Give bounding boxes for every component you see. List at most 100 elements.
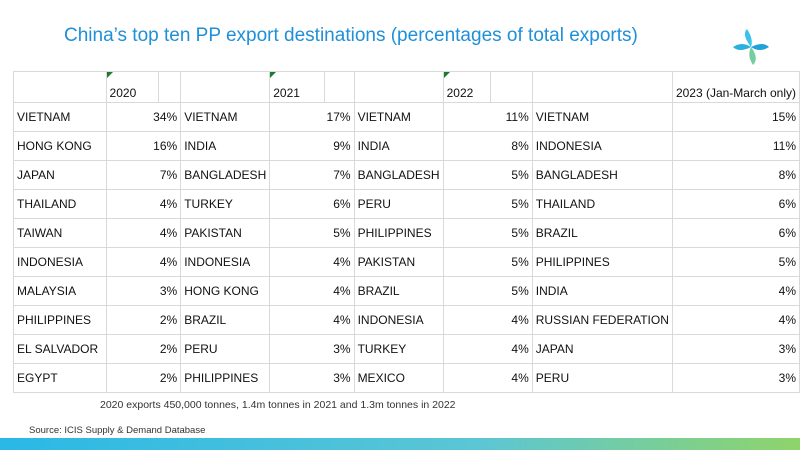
table-row: INDONESIA 4% INDONESIA 4% PAKISTAN 5% PHILIPPI…: [13, 247, 800, 277]
country-cell: MEXICO: [353, 363, 444, 393]
country-cell: VIETNAM: [13, 102, 107, 132]
percentage-cell: 5%: [442, 189, 533, 219]
percentage-cell: 11%: [442, 102, 533, 132]
percentage-cell: 5%: [442, 160, 533, 190]
slide-title: China’s top ten PP export destinations (…: [64, 25, 638, 46]
country-cell: PHILIPPINES: [180, 363, 271, 393]
cell-comment-marker: [107, 72, 113, 78]
country-cell: BRAZIL: [353, 276, 444, 306]
percentage-cell: 6%: [671, 189, 800, 219]
percentage-cell: 5%: [442, 276, 533, 306]
table-row: JAPAN 7% BANGLADESH 7% BANGLADESH 5% BANGLADES…: [13, 160, 800, 190]
country-cell: JAPAN: [13, 160, 107, 190]
percentage-cell: 2%: [105, 305, 182, 335]
country-cell: INDONESIA: [180, 247, 271, 277]
table-row: TAIWAN 4% PAKISTAN 5% PHILIPPINES 5% BRAZIL 6%: [13, 218, 800, 248]
percentage-cell: 4%: [269, 276, 355, 306]
export-destinations-table: 2020 2021 2022 2023 (Jan-March only) VIETNAM…: [13, 71, 800, 393]
country-cell: THAILAND: [531, 189, 673, 219]
icis-logo-icon: [733, 29, 769, 65]
percentage-cell: 6%: [671, 218, 800, 248]
country-cell: PHILIPPINES: [353, 218, 444, 248]
header-blank-cell: [531, 71, 673, 103]
year-label: 2022: [446, 86, 474, 100]
country-cell: BANGLADESH: [353, 160, 444, 190]
percentage-cell: 8%: [442, 131, 533, 161]
percentage-cell: 8%: [671, 160, 800, 190]
year-header: 2023 (Jan-March only): [671, 71, 800, 103]
country-cell: BRAZIL: [180, 305, 271, 335]
country-cell: VIETNAM: [353, 102, 444, 132]
percentage-cell: 5%: [442, 218, 533, 248]
year-header: 2020: [105, 71, 160, 103]
percentage-cell: 5%: [269, 218, 355, 248]
header-blank-cell: [489, 71, 533, 103]
percentage-cell: 17%: [269, 102, 355, 132]
country-cell: PERU: [531, 363, 673, 393]
country-cell: BANGLADESH: [180, 160, 271, 190]
volume-note: 2020 exports 450,000 tonnes, 1.4m tonnes…: [100, 399, 456, 411]
header-blank-cell: [323, 71, 355, 103]
country-cell: PAKISTAN: [180, 218, 271, 248]
country-cell: INDONESIA: [13, 247, 107, 277]
country-cell: EL SALVADOR: [13, 334, 107, 364]
percentage-cell: 16%: [105, 131, 182, 161]
percentage-cell: 11%: [671, 131, 800, 161]
percentage-cell: 3%: [105, 276, 182, 306]
country-cell: BANGLADESH: [531, 160, 673, 190]
country-cell: INDIA: [180, 131, 271, 161]
country-cell: TURKEY: [180, 189, 271, 219]
year-label: 2021: [273, 86, 300, 100]
percentage-cell: 2%: [105, 334, 182, 364]
percentage-cell: 4%: [442, 305, 533, 335]
country-cell: INDONESIA: [353, 305, 444, 335]
percentage-cell: 7%: [105, 160, 182, 190]
table-row: THAILAND 4% TURKEY 6% PERU 5% THAILAND 6%: [13, 189, 800, 219]
table-row: VIETNAM 34% VIETNAM 17% VIETNAM 11% VIETNAM 15%: [13, 102, 800, 132]
country-cell: PHILIPPINES: [531, 247, 673, 277]
country-cell: HONG KONG: [13, 131, 107, 161]
percentage-cell: 4%: [442, 363, 533, 393]
table-row: MALAYSIA 3% HONG KONG 4% BRAZIL 5% INDIA 4%: [13, 276, 800, 306]
table-row: PHILIPPINES 2% BRAZIL 4% INDONESIA 4% RUSSIAN …: [13, 305, 800, 335]
header-blank-cell: [158, 71, 182, 103]
percentage-cell: 4%: [105, 247, 182, 277]
cell-comment-marker: [444, 72, 450, 78]
year-label: 2020: [109, 86, 137, 100]
country-cell: PHILIPPINES: [13, 305, 107, 335]
percentage-cell: 34%: [105, 102, 182, 132]
country-cell: BRAZIL: [531, 218, 673, 248]
percentage-cell: 3%: [671, 334, 800, 364]
percentage-cell: 5%: [671, 247, 800, 277]
country-cell: INDONESIA: [531, 131, 673, 161]
country-cell: INDIA: [531, 276, 673, 306]
percentage-cell: 9%: [269, 131, 355, 161]
table-body: 2020 2021 2022 2023 (Jan-March only) VIETNAM…: [13, 71, 800, 393]
year-header: 2021: [269, 71, 325, 103]
percentage-cell: 3%: [671, 363, 800, 393]
percentage-cell: 4%: [671, 305, 800, 335]
percentage-cell: 7%: [269, 160, 355, 190]
cell-comment-marker: [270, 72, 277, 78]
export-table-wrap: 2020 2021 2022 2023 (Jan-March only) VIETNAM…: [13, 71, 800, 393]
country-cell: EGYPT: [13, 363, 107, 393]
percentage-cell: 6%: [269, 189, 355, 219]
country-cell: RUSSIAN FEDERATION: [531, 305, 673, 335]
footer-bar: [0, 438, 800, 450]
year-header: 2022: [442, 71, 491, 103]
percentage-cell: 3%: [269, 363, 355, 393]
percentage-cell: 4%: [105, 218, 182, 248]
header-blank-cell: [353, 71, 444, 103]
percentage-cell: 4%: [671, 276, 800, 306]
country-cell: PERU: [353, 189, 444, 219]
header-blank-cell: [180, 71, 271, 103]
table-row: EGYPT 2% PHILIPPINES 3% MEXICO 4% PERU 3%: [13, 363, 800, 393]
country-cell: PAKISTAN: [353, 247, 444, 277]
country-cell: JAPAN: [531, 334, 673, 364]
country-cell: TURKEY: [353, 334, 444, 364]
table-row: HONG KONG 16% INDIA 9% INDIA 8% INDONESIA 11%: [13, 131, 800, 161]
percentage-cell: 5%: [442, 247, 533, 277]
percentage-cell: 3%: [269, 334, 355, 364]
country-cell: HONG KONG: [180, 276, 271, 306]
header-blank-cell: [13, 71, 107, 103]
